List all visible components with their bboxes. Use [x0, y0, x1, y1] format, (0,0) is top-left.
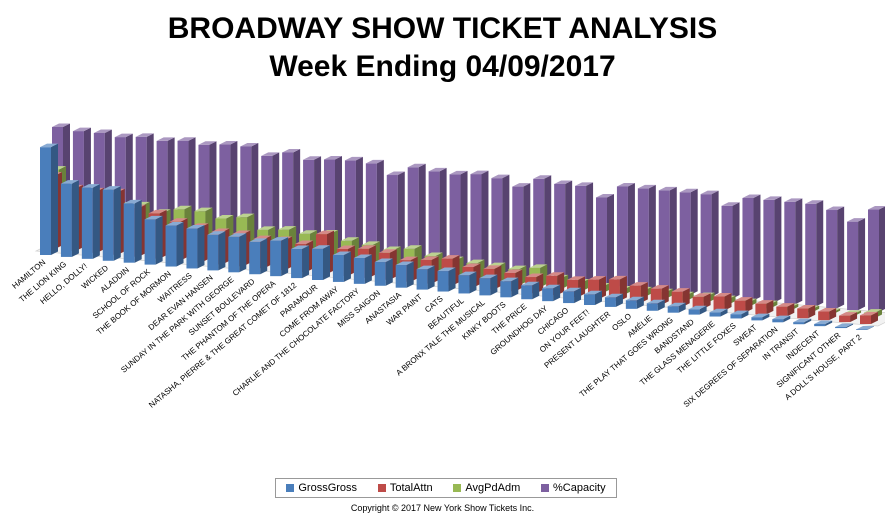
bar-grossgross-14 [332, 251, 351, 282]
bar-capacity-33 [742, 194, 761, 301]
legend-swatch [286, 484, 295, 492]
bar-grossgross-23 [521, 281, 540, 300]
bar-capacity-34 [763, 196, 782, 303]
bar-grossgross-9 [228, 233, 247, 273]
bar-grossgross-32 [709, 308, 728, 317]
bar-grossgross-20 [458, 271, 477, 294]
legend-swatch [541, 484, 549, 492]
bar-grossgross-24 [542, 284, 561, 302]
bar-grossgross-4 [123, 199, 142, 263]
legend-label: TotalAttn [389, 482, 433, 494]
bar-grossgross-38 [835, 323, 854, 329]
legend-item-0: GrossGross [286, 482, 357, 494]
bar-totalattn-37 [818, 308, 837, 321]
bar-capacity-29 [658, 186, 677, 293]
bar-grossgross-7 [186, 225, 205, 269]
bar-capacity-35 [784, 198, 803, 305]
bar-totalattn-35 [776, 303, 795, 317]
bar-grossgross-29 [646, 299, 665, 311]
bar-capacity-20 [470, 170, 489, 276]
legend-item-2: AvgPdAdm [453, 482, 520, 494]
bar-capacity-25 [575, 182, 594, 286]
bar-totalattn-33 [734, 297, 753, 313]
bar-capacity-17 [407, 163, 426, 270]
bar-capacity-39 [868, 206, 885, 312]
bar-grossgross-25 [563, 287, 582, 304]
bar-grossgross-12 [291, 245, 310, 279]
legend-label: AvgPdAdm [465, 482, 521, 494]
chart-subtitle: Week Ending 04/09/2017 [269, 50, 616, 83]
copyright-text: Copyright © 2017 New York Show Tickets I… [350, 503, 535, 513]
legend-swatch [453, 484, 462, 492]
bar-grossgross-3 [102, 186, 121, 261]
bar-capacity-19 [449, 170, 468, 274]
bar-grossgross-17 [395, 261, 414, 288]
legend-item-1: TotalAttn [377, 482, 433, 494]
bar-grossgross-33 [730, 310, 749, 319]
bar-grossgross-1 [60, 180, 79, 257]
bar-grossgross-19 [437, 267, 456, 292]
legend-label: GrossGross [298, 482, 358, 494]
bar-grossgross-16 [374, 258, 393, 286]
bar-grossgross-37 [814, 320, 833, 327]
bar-capacity-36 [805, 200, 824, 307]
bar-capacity-27 [616, 182, 635, 289]
legend-item-3: %Capacity [541, 482, 606, 494]
bar-totalattn-30 [671, 288, 690, 307]
bar-capacity-18 [428, 167, 447, 272]
bar-capacity-28 [637, 184, 656, 291]
bar-totalattn-31 [692, 293, 711, 309]
bar-capacity-14 [344, 156, 363, 264]
bar-grossgross-10 [249, 238, 268, 275]
bar-totalattn-32 [713, 293, 732, 311]
chart-title: BROADWAY SHOW TICKET ANALYSIS [167, 12, 718, 45]
bar-capacity-22 [512, 183, 531, 280]
bar-grossgross-35 [772, 315, 791, 323]
bar-grossgross-13 [312, 245, 330, 280]
bar-capacity-32 [721, 202, 740, 299]
bar-grossgross-31 [688, 305, 707, 315]
bar-capacity-38 [847, 218, 866, 311]
bar-grossgross-26 [584, 290, 602, 305]
bar-grossgross-11 [270, 237, 289, 277]
bar-capacity-16 [386, 171, 405, 268]
bar-totalattn-34 [755, 300, 774, 315]
bar-totalattn-38 [839, 312, 858, 323]
bar-totalattn-36 [797, 305, 816, 319]
bar-capacity-30 [679, 188, 698, 295]
bar-capacity-23 [533, 175, 552, 282]
bar-grossgross-8 [207, 231, 226, 271]
legend-label: %Capacity [553, 482, 606, 494]
bar-capacity-24 [554, 180, 573, 284]
bar-capacity-21 [491, 174, 510, 278]
bar-grossgross-39 [856, 325, 874, 330]
bar-capacity-31 [700, 190, 719, 297]
bar-grossgross-21 [479, 274, 498, 296]
bar-grossgross-36 [793, 318, 812, 325]
chart-title-block: BROADWAY SHOW TICKET ANALYSIS Week Endin… [0, 10, 885, 86]
bar-grossgross-2 [81, 184, 100, 259]
bar-grossgross-6 [165, 222, 184, 267]
bar-grossgross-30 [667, 302, 686, 313]
bar-capacity-37 [826, 206, 845, 309]
bar-grossgross-34 [751, 313, 770, 321]
bar-capacity-15 [365, 159, 384, 266]
chart-legend: GrossGross TotalAttn AvgPdAdm %Capacity [275, 478, 617, 498]
bar-grossgross-28 [625, 296, 644, 309]
bar-grossgross-18 [416, 265, 435, 290]
bar-grossgross-15 [353, 254, 372, 284]
bar-totalattn-39 [860, 311, 878, 324]
legend-swatch [377, 484, 386, 492]
bar-grossgross-5 [144, 215, 163, 265]
bar-grossgross-27 [604, 293, 623, 307]
bar-grossgross-0 [40, 143, 58, 255]
bar-grossgross-22 [500, 277, 519, 298]
bar-capacity-26 [596, 193, 614, 287]
